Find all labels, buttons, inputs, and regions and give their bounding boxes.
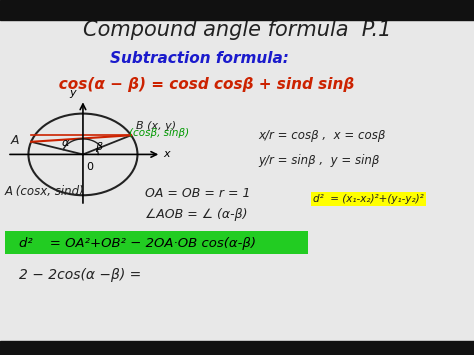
- Bar: [0, 0, 474, 20]
- Text: d²  = (x₁-x₂)²+(y₁-y₂)²: d² = (x₁-x₂)²+(y₁-y₂)²: [313, 194, 424, 204]
- Text: 2 − 2cos(α −β) =: 2 − 2cos(α −β) =: [19, 268, 141, 282]
- Text: cos(α − β) = cosd cosβ + sind sinβ: cos(α − β) = cosd cosβ + sind sinβ: [44, 77, 355, 92]
- Text: 0: 0: [87, 162, 94, 172]
- Bar: [5, 231, 308, 254]
- Text: α: α: [61, 138, 69, 148]
- Text: OA = OB = r = 1: OA = OB = r = 1: [145, 187, 250, 200]
- Text: Subtraction formula:: Subtraction formula:: [109, 51, 289, 66]
- Text: B (x, y): B (x, y): [136, 121, 176, 131]
- Text: ∠AOB = ∠ (α-β): ∠AOB = ∠ (α-β): [145, 208, 247, 221]
- Text: y/r = sinβ ,  y = sinβ: y/r = sinβ , y = sinβ: [258, 154, 380, 167]
- Text: A (cosx, sind): A (cosx, sind): [5, 185, 84, 198]
- Text: x/r = cosβ ,  x = cosβ: x/r = cosβ , x = cosβ: [258, 129, 386, 142]
- Text: y: y: [69, 88, 76, 98]
- Text: A: A: [11, 133, 19, 147]
- Text: β: β: [95, 142, 102, 152]
- Text: Compound angle formula  P.1: Compound angle formula P.1: [83, 20, 391, 40]
- Text: d²    = OA²+OB² − 2OA·OB cos(α-β): d² = OA²+OB² − 2OA·OB cos(α-β): [19, 237, 256, 250]
- Text: (cosβ, sinβ): (cosβ, sinβ): [129, 129, 189, 138]
- Bar: [0, 341, 474, 355]
- Text: x: x: [164, 149, 170, 159]
